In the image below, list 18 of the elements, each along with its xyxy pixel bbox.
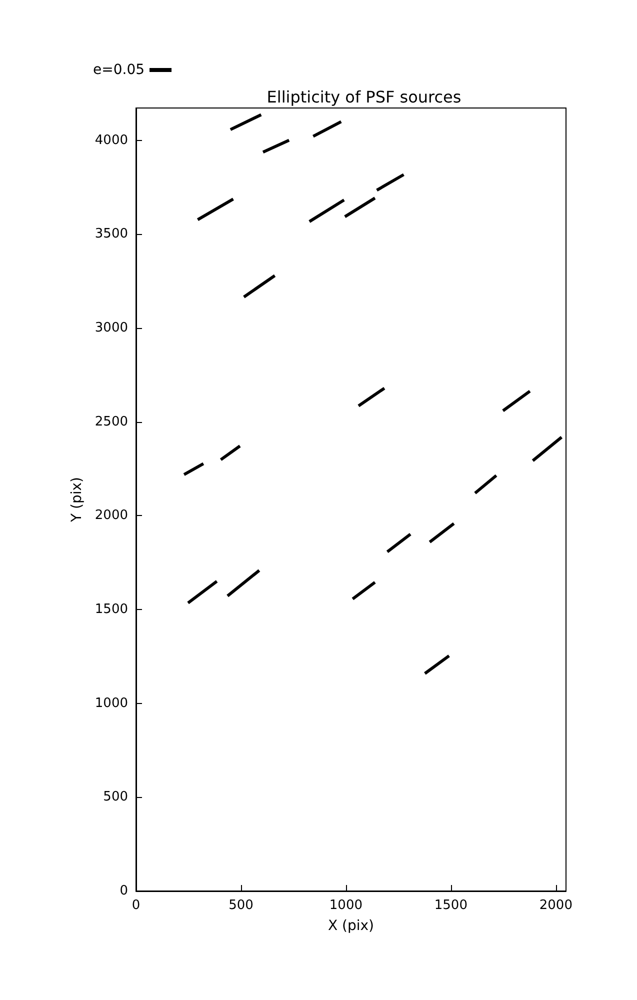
- y-axis-title: Y (pix): [69, 477, 86, 523]
- y-tick-label: 500: [103, 790, 128, 805]
- y-tick-label: 0: [120, 884, 128, 898]
- x-axis-title: X (pix): [328, 918, 374, 934]
- y-tick-label: 1500: [94, 602, 128, 617]
- chart-title: Ellipticity of PSF sources: [266, 88, 462, 106]
- y-tick-label: 2000: [94, 508, 128, 524]
- legend-label: e=0.05: [93, 62, 145, 78]
- x-tick-label: 1500: [434, 898, 468, 913]
- y-tick-label: 2500: [94, 414, 128, 430]
- x-tick-label: 500: [228, 898, 254, 913]
- y-tick-label: 1000: [94, 696, 128, 711]
- x-tick-label: 2000: [539, 898, 572, 913]
- y-tick-label: 3000: [94, 320, 128, 336]
- y-tick-label: 4000: [94, 132, 128, 148]
- y-tick-label: 3500: [94, 226, 128, 242]
- x-tick-label: 1000: [329, 898, 363, 913]
- x-tick-label: 0: [132, 898, 140, 913]
